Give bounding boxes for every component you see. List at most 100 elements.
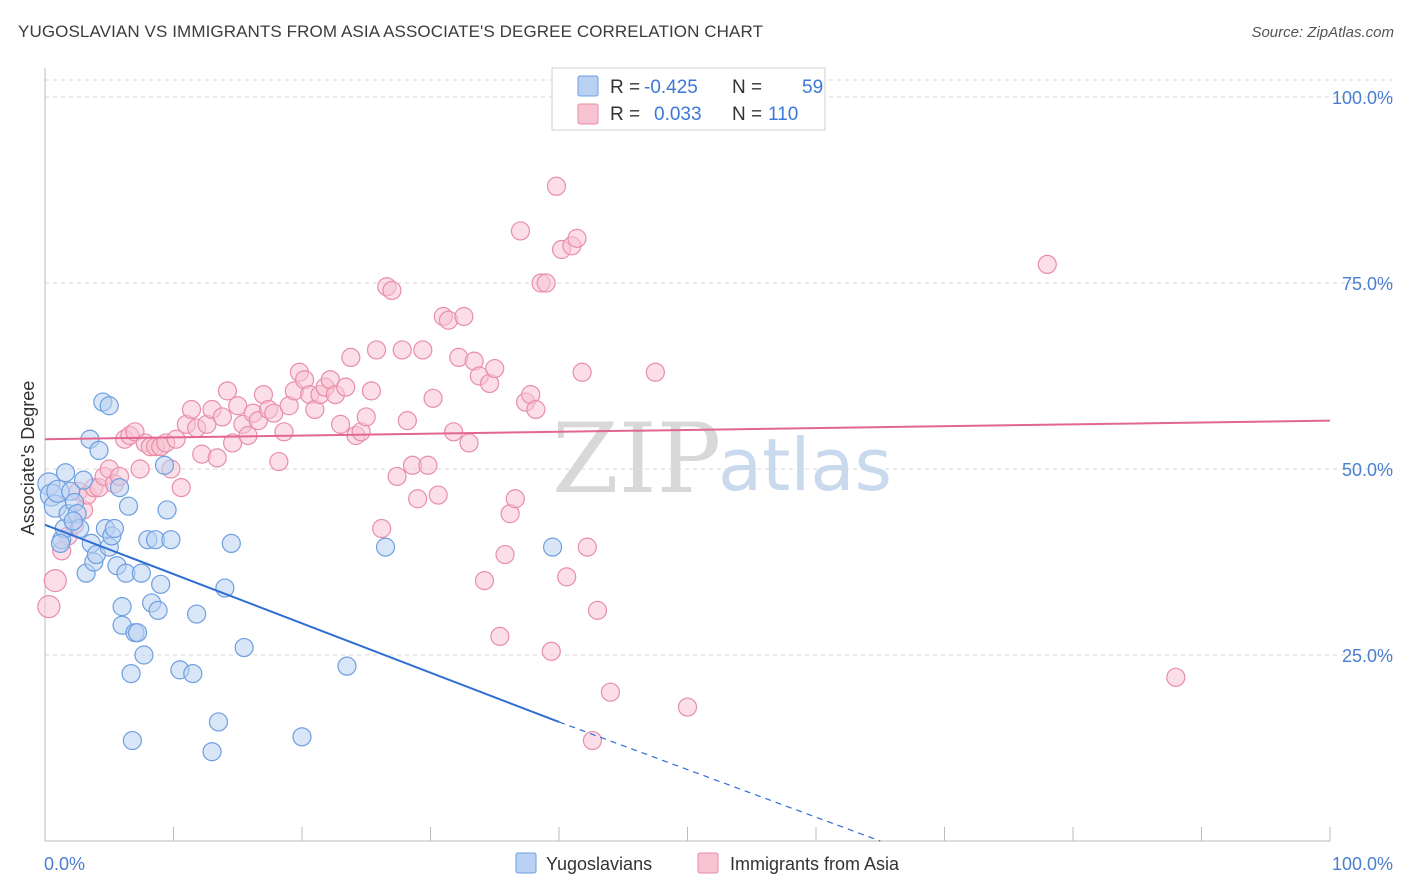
asia-point-84 [474,570,495,591]
yugoslavian-point-40 [148,600,168,620]
x-tick-label-max: 100.0% [1332,854,1393,874]
yugoslavian-point-44 [161,530,181,550]
asia-point-109 [677,697,698,717]
asia-point-72 [413,340,433,360]
asia-point-87 [490,626,510,647]
asia-point-97 [541,641,561,661]
yugoslavian-point-53 [292,727,312,747]
legend-swatch-pink [577,103,599,125]
y-tick-label-75: 75.0% [1342,274,1393,294]
legend-swatch-blue [577,75,599,97]
yugoslavian-point-35 [131,563,151,583]
yugoslavian-point-55 [375,537,396,557]
asia-point-81 [459,433,479,453]
asia-point-62 [361,381,381,401]
legend-n-label-1: N = [732,77,762,98]
y-tick-label-100: 100.0% [1332,88,1393,108]
asia-point-33 [212,407,232,427]
asia-point-96 [536,273,556,293]
asia-point-35 [223,433,243,453]
watermark-zip: ZIP [552,403,721,515]
asia-point-34 [217,381,238,401]
legend-n-value-2: 110 [768,104,798,125]
bottom-legend-label-yugoslavians: Yugoslavians [546,854,652,874]
asia-point-32 [207,448,227,468]
series-legend: Yugoslavians Immigrants from Asia [515,852,900,874]
asia-point-91 [510,221,531,241]
yugoslavian-point-34 [127,623,148,643]
watermark-atlas: atlas [718,423,892,507]
asia-point-108 [645,362,665,382]
asia-point-78 [444,422,464,442]
asia-point-63 [366,340,387,360]
asia-point-24 [166,429,186,449]
asia-point-36 [228,396,248,416]
trend-immigrants-from-asia [44,419,1331,441]
trend-yugoslavians-extension [558,721,881,842]
series-yugoslavians [37,392,563,762]
series-immigrants-from-asia [37,176,1186,751]
yugoslavian-point-32 [122,730,142,751]
asia-point-64 [372,518,392,539]
yugoslavian-point-52 [234,637,254,658]
asia-point-44 [269,451,289,472]
yugoslavian-point-46 [183,663,203,684]
stats-legend: R = -0.425 N = 59 R = 0.033 N = 110 [551,67,826,131]
yugoslavian-point-42 [154,455,175,475]
asia-point-105 [582,730,603,751]
asia-point-73 [418,455,438,475]
yugoslavian-point-26 [109,478,130,498]
legend-r-value-2: 0.033 [654,104,702,125]
yugoslavian-point-43 [157,500,177,520]
asia-point-104 [577,537,597,557]
asia-point-103 [572,362,592,382]
x-tick-label-min: 0.0% [44,854,85,874]
y-tick-label-50: 50.0% [1342,460,1393,480]
asia-point-110 [1037,254,1057,274]
asia-point-75 [428,485,448,505]
y-axis-title: Associate's Degree [18,381,38,536]
yugoslavian-point-58 [63,511,83,531]
yugoslavian-point-56 [542,537,563,557]
asia-point-25 [171,478,191,498]
asia-point-66 [382,280,402,301]
yugoslavian-point-24 [104,518,124,539]
asia-point-69 [397,411,417,431]
yugoslavian-point-36 [134,645,154,665]
yugoslavian-point-49 [208,712,229,732]
axes [44,68,1331,842]
asia-point-67 [387,466,407,487]
asia-point-17 [130,459,150,479]
asia-point-111 [1166,667,1186,687]
yugoslavian-point-51 [221,533,241,554]
grid [45,79,1393,656]
bottom-legend-label-asia: Immigrants from Asia [730,854,900,874]
bottom-legend-swatch-pink [697,852,719,874]
yugoslavian-point-54 [337,656,357,676]
y-tick-label-25: 25.0% [1342,646,1393,666]
yugoslavian-point-12 [73,470,94,490]
yugoslavian-point-22 [99,396,119,416]
trend-lines [44,419,1331,842]
asia-point-98 [546,176,567,196]
trend-yugoslavians [44,523,560,723]
asia-point-80 [454,306,474,327]
asia-point-57 [336,377,356,397]
yugoslavian-point-30 [118,496,139,516]
asia-point-71 [408,489,428,509]
yugoslavian-point-18 [89,440,109,460]
asia-point-58 [341,347,361,367]
asia-point-88 [495,544,515,565]
asia-point-61 [356,407,376,427]
y-tick-labels: 25.0% 50.0% 75.0% 100.0% [1332,88,1393,666]
source-label: Source: ZipAtlas.com [1251,24,1394,41]
yugoslavian-point-47 [187,604,207,624]
asia-point-100 [557,567,577,587]
legend-r-label-1: R = [610,77,640,98]
asia-point-102 [567,228,587,248]
asia-point-68 [392,340,412,360]
asia-point-90 [505,489,525,509]
yugoslavian-point-6 [55,463,76,483]
legend-r-value-1: -0.425 [644,77,698,98]
